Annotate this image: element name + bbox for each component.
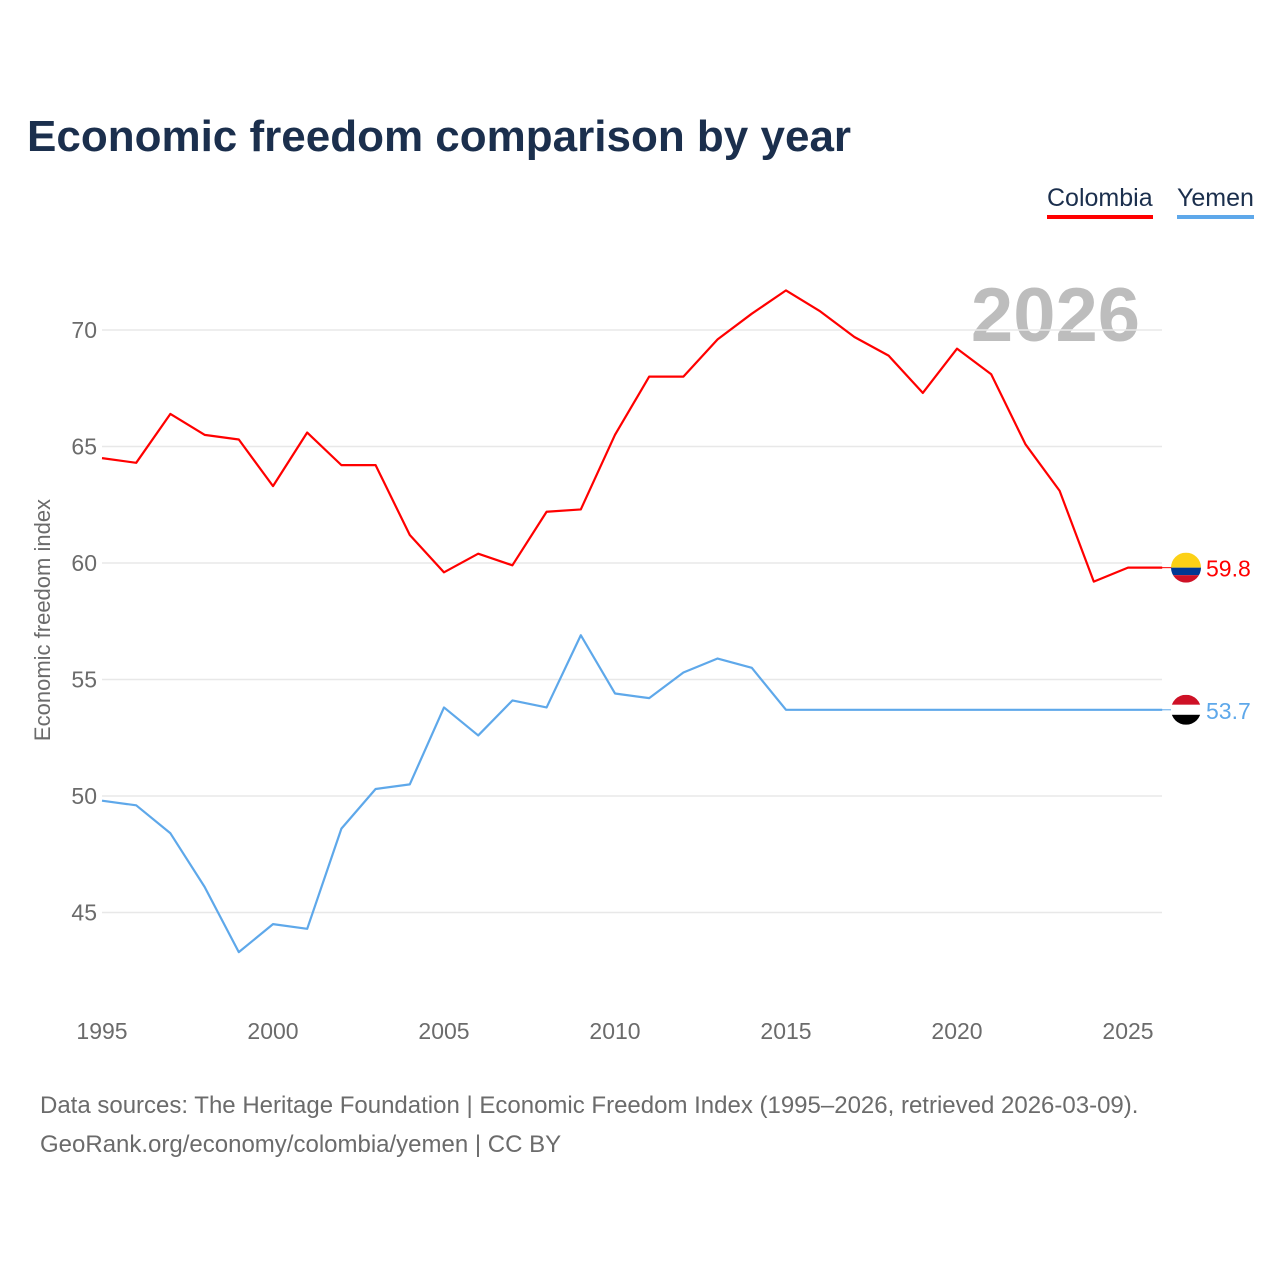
x-tick-label: 2025	[1102, 1018, 1153, 1044]
legend-colombia[interactable]: Colombia	[1047, 184, 1153, 219]
y-axis-label: Economic freedom index	[30, 499, 55, 741]
x-tick-label: 2020	[931, 1018, 982, 1044]
y-tick-label: 70	[71, 317, 97, 343]
end-value-label: 53.7	[1206, 698, 1251, 724]
footer: Data sources: The Heritage Foundation | …	[40, 1086, 1138, 1164]
x-tick-label: 1995	[76, 1018, 127, 1044]
data-source-text: Data sources: The Heritage Foundation | …	[40, 1092, 1139, 1119]
attribution-link[interactable]: GeoRank.org/economy/colombia/yemen | CC …	[40, 1131, 562, 1158]
colombia-flag-icon	[1171, 575, 1201, 583]
yemen-flag-icon	[1171, 704, 1201, 715]
y-tick-label: 45	[71, 900, 97, 926]
colombia-flag-icon	[1171, 567, 1201, 576]
y-tick-label: 50	[71, 783, 97, 809]
y-tick-label: 65	[71, 434, 97, 460]
year-watermark: 2026	[971, 273, 1140, 358]
series-line-yemen	[101, 634, 1163, 954]
colombia-flag-icon	[1171, 552, 1201, 568]
series-line-colombia	[101, 289, 1163, 583]
yemen-flag-icon	[1171, 714, 1201, 725]
x-tick-label: 2015	[760, 1018, 811, 1044]
y-tick-label: 55	[71, 667, 97, 693]
x-tick-label: 2005	[418, 1018, 469, 1044]
chart-title: Economic freedom comparison by year	[27, 112, 852, 161]
end-value-label: 59.8	[1206, 556, 1251, 582]
yemen-flag-icon	[1171, 694, 1201, 705]
x-tick-label: 2000	[247, 1018, 298, 1044]
y-tick-label: 60	[71, 550, 97, 576]
x-tick-label: 2010	[589, 1018, 640, 1044]
legend-yemen[interactable]: Yemen	[1177, 184, 1254, 219]
